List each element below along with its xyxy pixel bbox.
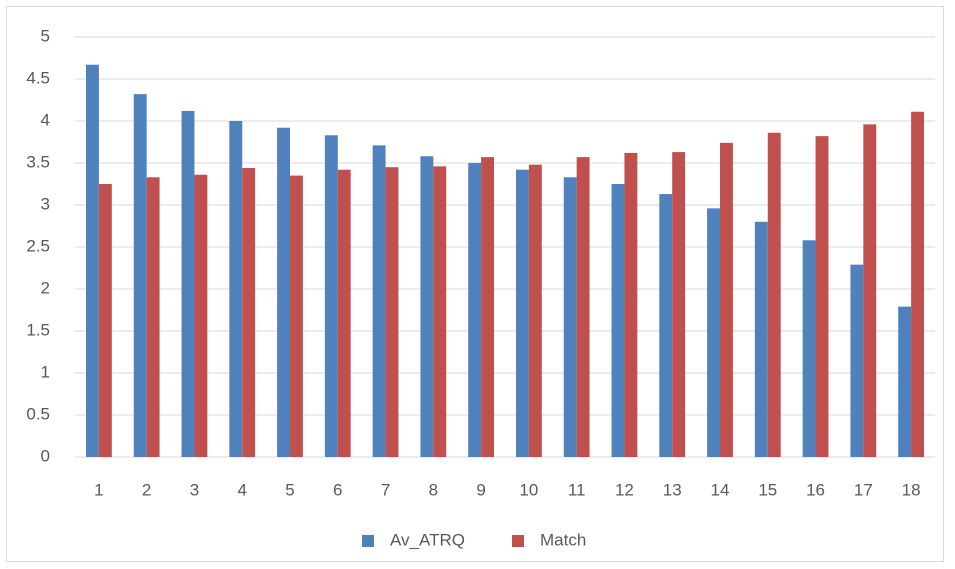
x-tick-label: 1 [94, 480, 103, 499]
bar [528, 164, 542, 457]
bar [767, 132, 781, 457]
x-tick-label: 10 [519, 480, 538, 499]
x-tick-label: 18 [902, 480, 921, 499]
x-tick-label: 4 [237, 480, 246, 499]
y-tick-label: 4 [41, 110, 50, 129]
y-tick-label: 4.5 [26, 68, 50, 87]
y-tick-label: 1.5 [26, 320, 50, 339]
bar [720, 142, 733, 457]
x-tick-label: 12 [615, 480, 634, 499]
bar [481, 157, 495, 457]
bar [672, 152, 686, 457]
bar [372, 145, 386, 458]
bar [850, 264, 864, 457]
bar [754, 221, 768, 457]
x-tick-label: 3 [190, 480, 199, 499]
bar [181, 110, 195, 458]
bar [133, 94, 147, 458]
bar [146, 177, 160, 457]
bar [229, 121, 243, 457]
bar [815, 136, 829, 457]
x-tick-label: 2 [142, 480, 151, 499]
legend-swatch [512, 535, 524, 547]
bar [898, 306, 912, 457]
legend-label: Match [540, 530, 586, 549]
y-tick-label: 5 [41, 26, 50, 45]
bar [420, 156, 434, 457]
x-tick-label: 16 [806, 480, 825, 499]
bar [385, 167, 399, 457]
bar [468, 163, 482, 457]
bar [433, 166, 447, 458]
bar [624, 152, 638, 458]
y-tick-label: 3.5 [26, 152, 50, 171]
x-tick-label: 9 [476, 480, 485, 499]
bar [611, 184, 625, 457]
bar [707, 208, 720, 457]
x-tick-label: 13 [663, 480, 682, 499]
x-tick-label: 14 [711, 480, 730, 499]
bar [659, 194, 673, 457]
bar [277, 127, 290, 457]
y-tick-label: 0 [41, 446, 50, 465]
bar [563, 177, 577, 457]
bar [242, 168, 256, 458]
x-tick-label: 8 [429, 480, 438, 499]
bar [194, 174, 208, 457]
bar [324, 135, 338, 457]
x-tick-label: 11 [568, 480, 586, 499]
y-tick-label: 2 [41, 278, 50, 297]
y-tick-label: 2.5 [26, 236, 50, 255]
x-tick-label: 7 [381, 480, 390, 499]
legend-swatch [362, 535, 374, 547]
y-tick-label: 1 [41, 362, 50, 381]
y-tick-label: 3 [41, 194, 50, 213]
bar [863, 124, 877, 458]
bar [802, 240, 816, 457]
bar [290, 175, 303, 457]
x-tick-label: 5 [285, 480, 294, 499]
bar [911, 111, 925, 457]
bar [337, 169, 351, 457]
x-tick-label: 15 [758, 480, 777, 499]
bar [85, 64, 99, 457]
bar [515, 169, 529, 457]
x-tick-label: 6 [333, 480, 342, 499]
legend-label: Av_ATRQ [390, 530, 465, 549]
y-tick-label: 0.5 [26, 404, 50, 423]
bar [576, 157, 590, 457]
x-tick-label: 17 [854, 480, 873, 499]
bar [98, 184, 112, 457]
